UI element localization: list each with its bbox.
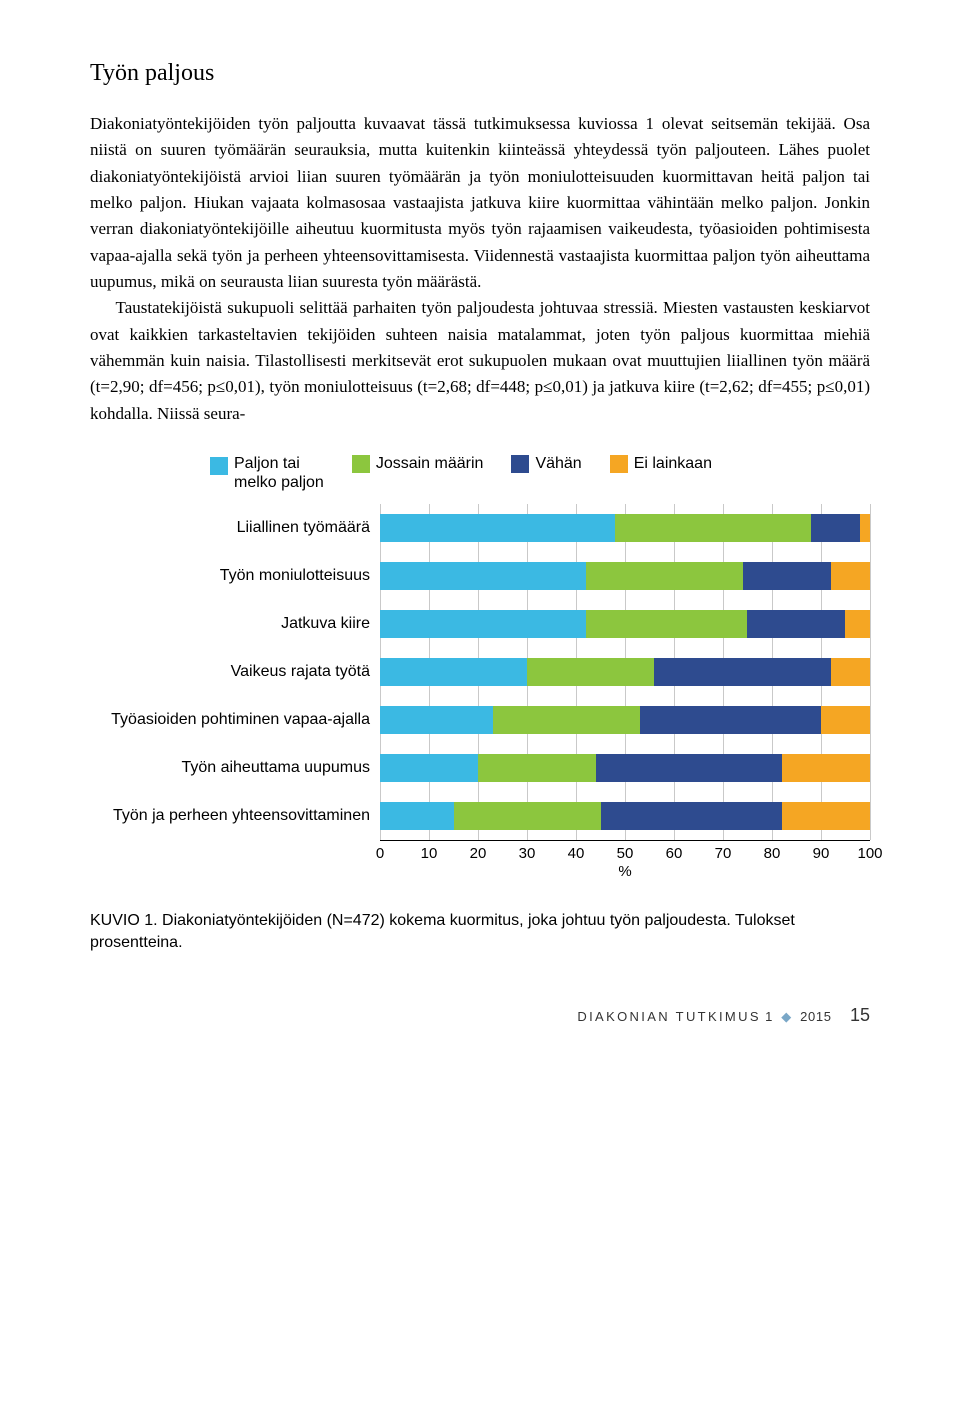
bar-segment bbox=[380, 610, 586, 638]
chart-row: Liiallinen työmäärä bbox=[90, 504, 870, 552]
bar-segment bbox=[654, 658, 830, 686]
chart-row: Työn moniulotteisuus bbox=[90, 552, 870, 600]
x-tick: 10 bbox=[421, 845, 438, 862]
chart-row: Jatkuva kiire bbox=[90, 600, 870, 648]
section-heading: Työn paljous bbox=[90, 60, 870, 87]
x-tick: 80 bbox=[764, 845, 781, 862]
legend-label: Vähän bbox=[535, 455, 581, 473]
bar-segment bbox=[831, 562, 870, 590]
bar-segment bbox=[821, 706, 870, 734]
bar-segment bbox=[782, 754, 870, 782]
legend-swatch bbox=[210, 457, 228, 475]
bar-segment bbox=[640, 706, 821, 734]
x-tick: 70 bbox=[715, 845, 732, 862]
bar-segment bbox=[586, 562, 743, 590]
bar-track bbox=[380, 562, 870, 590]
bar-label: Työasioiden pohtiminen vapaa-ajalla bbox=[90, 711, 380, 729]
bar-label: Työn ja perheen yhteensovittaminen bbox=[90, 807, 380, 825]
bar-segment bbox=[380, 562, 586, 590]
bar-label: Työn aiheuttama uupumus bbox=[90, 759, 380, 777]
body-paragraph-2: Taustatekijöistä sukupuoli selittää parh… bbox=[90, 295, 870, 427]
journal-name: DIAKONIAN TUTKIMUS bbox=[577, 1009, 760, 1024]
legend-label: Paljon tai bbox=[234, 455, 324, 473]
chart-plot: Liiallinen työmäärä Työn moniulotteisuus J… bbox=[90, 504, 870, 840]
chart-row: Työn aiheuttama uupumus bbox=[90, 744, 870, 792]
legend-swatch bbox=[511, 455, 529, 473]
bar-segment bbox=[380, 706, 493, 734]
legend-label: Jossain määrin bbox=[376, 455, 484, 473]
legend-label: melko paljon bbox=[234, 474, 324, 492]
chart-x-axis: % 0102030405060708090100 bbox=[90, 840, 870, 880]
bar-track bbox=[380, 514, 870, 542]
bar-segment bbox=[845, 610, 870, 638]
bar-label: Vaikeus rajata työtä bbox=[90, 663, 380, 681]
legend-item: Jossain määrin bbox=[352, 455, 484, 473]
bar-label: Jatkuva kiire bbox=[90, 615, 380, 633]
bar-segment bbox=[380, 658, 527, 686]
legend-label: Ei lainkaan bbox=[634, 455, 712, 473]
x-tick: 30 bbox=[519, 845, 536, 862]
figure-caption: KUVIO 1. Diakoniatyöntekijöiden (N=472) … bbox=[90, 910, 870, 955]
issue-number: 1 bbox=[765, 1009, 773, 1024]
x-tick: 0 bbox=[376, 845, 384, 862]
bar-track bbox=[380, 658, 870, 686]
bar-segment bbox=[493, 706, 640, 734]
page-footer: DIAKONIAN TUTKIMUS 1 ◆ 2015 15 bbox=[90, 1005, 870, 1026]
legend-item: Vähän bbox=[511, 455, 581, 473]
chart-legend: Paljon tai melko paljon Jossain määrin V… bbox=[210, 455, 870, 492]
bar-segment bbox=[586, 610, 748, 638]
bar-segment bbox=[596, 754, 782, 782]
page-number: 15 bbox=[850, 1005, 870, 1025]
chart-row: Työn ja perheen yhteensovittaminen bbox=[90, 792, 870, 840]
body-paragraph-1: Diakoniatyöntekijöiden työn paljoutta ku… bbox=[90, 111, 870, 295]
gridline bbox=[870, 504, 871, 840]
bar-segment bbox=[782, 802, 870, 830]
chart-row: Työasioiden pohtiminen vapaa-ajalla bbox=[90, 696, 870, 744]
bar-segment bbox=[831, 658, 870, 686]
bar-track bbox=[380, 706, 870, 734]
bar-segment bbox=[527, 658, 654, 686]
x-axis-label: % bbox=[618, 863, 631, 880]
bar-label: Liiallinen työmäärä bbox=[90, 519, 380, 537]
x-tick: 90 bbox=[813, 845, 830, 862]
bar-track bbox=[380, 802, 870, 830]
legend-item: Paljon tai melko paljon bbox=[210, 455, 324, 492]
legend-swatch bbox=[610, 455, 628, 473]
bar-segment bbox=[811, 514, 860, 542]
bar-track bbox=[380, 610, 870, 638]
bar-segment bbox=[747, 610, 845, 638]
bar-label: Työn moniulotteisuus bbox=[90, 567, 380, 585]
bar-track bbox=[380, 754, 870, 782]
figure-1: Paljon tai melko paljon Jossain määrin V… bbox=[90, 455, 870, 880]
diamond-icon: ◆ bbox=[781, 1009, 792, 1024]
bar-segment bbox=[743, 562, 831, 590]
chart-row: Vaikeus rajata työtä bbox=[90, 648, 870, 696]
bar-segment bbox=[478, 754, 596, 782]
x-tick: 40 bbox=[568, 845, 585, 862]
bar-segment bbox=[860, 514, 870, 542]
bar-segment bbox=[380, 754, 478, 782]
legend-swatch bbox=[352, 455, 370, 473]
bar-segment bbox=[454, 802, 601, 830]
x-tick: 50 bbox=[617, 845, 634, 862]
x-tick: 100 bbox=[857, 845, 882, 862]
bar-segment bbox=[615, 514, 811, 542]
year: 2015 bbox=[800, 1009, 832, 1024]
bar-segment bbox=[601, 802, 782, 830]
bar-segment bbox=[380, 514, 615, 542]
bar-segment bbox=[380, 802, 454, 830]
x-tick: 20 bbox=[470, 845, 487, 862]
x-tick: 60 bbox=[666, 845, 683, 862]
legend-item: Ei lainkaan bbox=[610, 455, 712, 473]
